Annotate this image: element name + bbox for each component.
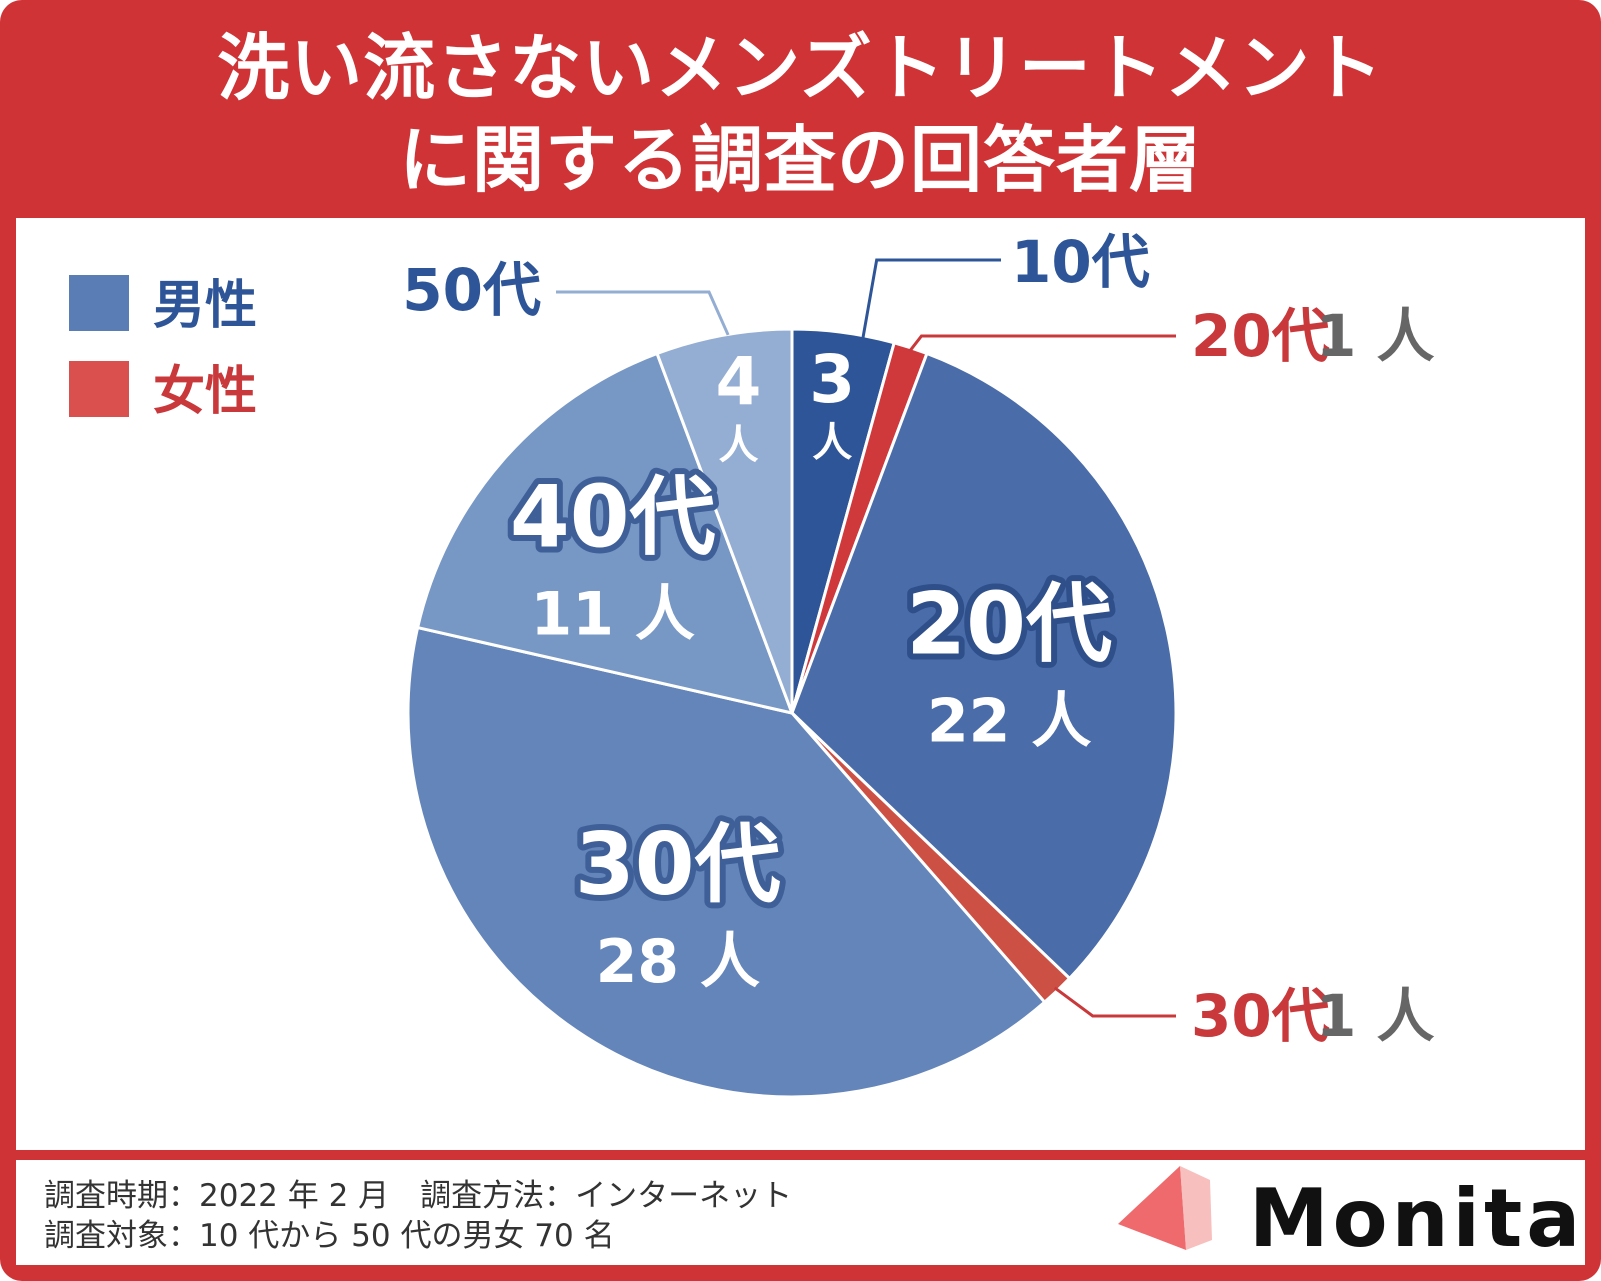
legend-label-0: 男性 (153, 276, 257, 336)
leader-line-0 (861, 258, 1001, 340)
title-line-1: 洗い流さないメンズトリートメント (217, 26, 1384, 110)
leader-line-3 (1053, 986, 1176, 1018)
slice-count-5: 11 人 (531, 579, 695, 649)
logo-mark-icon (1118, 1166, 1212, 1250)
callout-count-3: 1 人 (1316, 982, 1435, 1050)
slice-unit-6: 人 (719, 422, 759, 468)
leader-line-1 (908, 334, 1176, 353)
slice-count-6: 4 (716, 343, 762, 420)
callout-label-3: 30代 (1191, 982, 1330, 1050)
title-line-2: に関する調査の回答者層 (398, 118, 1202, 202)
callout-label-0: 10代 (1011, 228, 1150, 296)
legend-label-1: 女性 (153, 362, 257, 422)
legend-swatch-1 (69, 361, 129, 417)
leader-lines (556, 258, 1176, 1018)
slice-count-2: 22 人 (927, 686, 1091, 756)
callout-count-1: 1 人 (1316, 302, 1435, 370)
pie-slices (406, 327, 1178, 1099)
brand-logo: Monita (1249, 1172, 1585, 1265)
pie-slice-6 (655, 327, 794, 714)
survey-target: 調査対象：10 代から 50 代の男女 70 名 (44, 1218, 615, 1254)
slice-count-0: 3 (809, 341, 855, 418)
pie-slice-2 (790, 351, 1178, 981)
footer: 調査時期：2022 年 2 月 調査方法：インターネット 調査対象：10 代から… (16, 1160, 1585, 1265)
slice-count-4: 28 人 (596, 927, 760, 997)
slice-label-5: 40代 (510, 467, 716, 567)
leader-line-6 (556, 290, 730, 336)
callout-label-6: 50代 (402, 256, 541, 324)
legend-swatch-0 (69, 275, 129, 331)
callout-label-1: 20代 (1191, 302, 1330, 370)
slice-label-4: 30代 (575, 815, 781, 915)
slice-unit-0: 人 (812, 420, 852, 466)
survey-period-method: 調査時期：2022 年 2 月 調査方法：インターネット (44, 1178, 793, 1214)
page-title: 洗い流さないメンズトリートメント に関する調査の回答者層 (0, 22, 1601, 206)
pie-slice-5 (415, 351, 795, 716)
pie-slice-4 (406, 625, 1047, 1099)
slice-label-2: 20代 (906, 574, 1112, 674)
